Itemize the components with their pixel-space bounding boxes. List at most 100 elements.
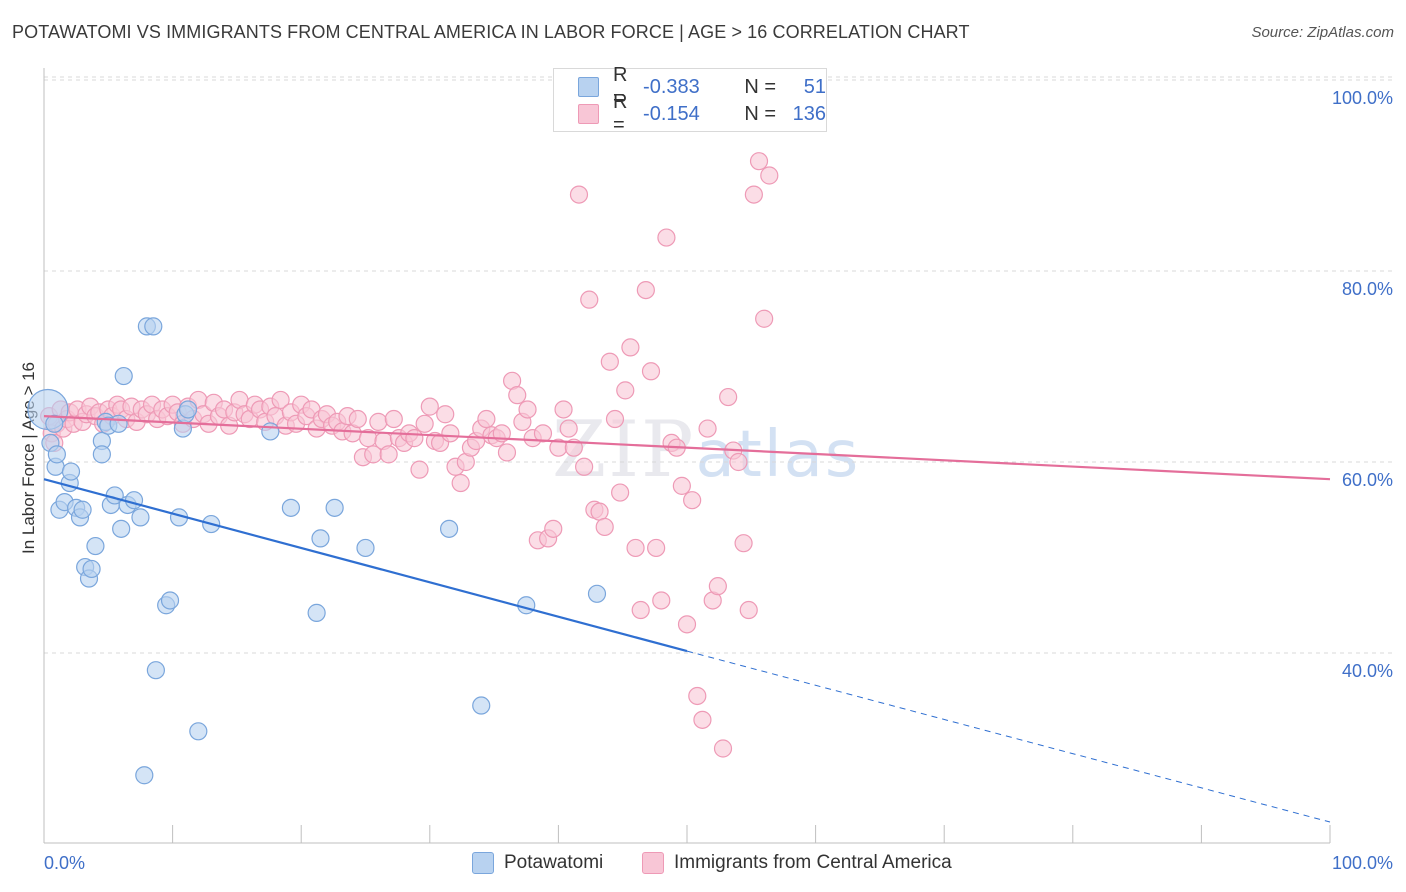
- point-potawatomi: [86, 536, 105, 556]
- point-potawatomi: [109, 414, 128, 433]
- point-central-america: [379, 445, 398, 464]
- point-central-america: [636, 281, 655, 300]
- point-central-america: [410, 460, 429, 479]
- point-central-america: [739, 600, 758, 620]
- legend-n-label: N =: [744, 75, 777, 98]
- point-central-america: [580, 290, 599, 309]
- point-potawatomi: [73, 500, 92, 519]
- point-central-america: [621, 338, 640, 357]
- point-central-america: [677, 615, 697, 634]
- x-tick-label-min: 0.0%: [44, 853, 85, 873]
- point-central-america: [616, 381, 635, 400]
- point-potawatomi: [61, 462, 81, 481]
- point-central-america: [713, 739, 733, 758]
- point-central-america: [688, 686, 707, 706]
- point-central-america: [749, 152, 769, 171]
- point-central-america: [631, 600, 650, 620]
- legend-swatch-blue: [578, 77, 599, 97]
- y-tick-label: 80.0%: [1342, 279, 1393, 299]
- chart-title: POTAWATOMI VS IMMIGRANTS FROM CENTRAL AM…: [12, 22, 970, 42]
- point-potawatomi: [439, 519, 459, 538]
- point-potawatomi: [160, 591, 180, 610]
- point-central-america: [575, 457, 594, 476]
- point-central-america: [744, 185, 763, 204]
- point-central-america: [271, 390, 290, 410]
- point-potawatomi: [472, 696, 491, 715]
- point-central-america: [451, 473, 470, 493]
- point-central-america: [533, 424, 553, 443]
- point-central-america: [384, 409, 403, 429]
- point-central-america: [652, 591, 671, 610]
- legend-r-label: R =: [612, 91, 628, 136]
- point-central-america: [569, 185, 589, 204]
- point-potawatomi: [131, 508, 150, 527]
- point-central-america: [657, 228, 676, 247]
- point-central-america: [626, 538, 645, 558]
- point-central-america: [559, 419, 578, 438]
- point-central-america: [683, 491, 702, 510]
- legend-n-value: 51: [803, 75, 826, 98]
- x-tick-label-max: 100.0%: [1332, 853, 1393, 873]
- point-potawatomi: [587, 584, 607, 603]
- point-central-america: [477, 409, 496, 429]
- legend-r-value: -0.154: [643, 102, 700, 125]
- point-potawatomi: [307, 603, 326, 622]
- point-potawatomi: [124, 491, 144, 510]
- point-central-america: [708, 577, 727, 596]
- y-tick-label: 60.0%: [1342, 470, 1393, 490]
- legend-n-label: N =: [744, 102, 777, 125]
- point-central-america: [405, 429, 424, 448]
- bottom-legend-swatch-pink: [642, 852, 664, 874]
- point-central-america: [734, 534, 753, 553]
- point-central-america: [647, 538, 666, 558]
- point-central-america: [420, 397, 439, 416]
- point-central-america: [729, 452, 748, 472]
- point-potawatomi: [114, 366, 133, 386]
- point-potawatomi: [144, 317, 163, 336]
- bottom-legend-swatch-blue: [472, 852, 494, 874]
- point-potawatomi: [189, 722, 208, 741]
- trendline-potawatomi: [43, 478, 688, 653]
- legend-r-label: R =: [612, 64, 628, 109]
- point-central-america: [348, 409, 367, 429]
- point-potawatomi: [517, 596, 536, 615]
- point-potawatomi: [45, 414, 64, 433]
- point-potawatomi: [281, 498, 301, 517]
- point-potawatomi: [178, 400, 198, 419]
- bottom-legend-central-america: Immigrants from Central America: [642, 852, 952, 874]
- bottom-legend-potawatomi: Potawatomi: [472, 852, 603, 874]
- y-tick-label: 40.0%: [1342, 661, 1393, 681]
- legend-row-central-america: R = -0.154 N = 136: [578, 91, 826, 136]
- point-central-america: [672, 476, 691, 495]
- point-central-america: [508, 386, 527, 405]
- point-central-america: [595, 517, 614, 537]
- legend-r-value: -0.383: [643, 75, 700, 98]
- point-central-america: [719, 387, 738, 407]
- point-potawatomi: [325, 498, 344, 517]
- point-central-america: [611, 483, 630, 502]
- point-central-america: [590, 502, 609, 521]
- point-potawatomi: [47, 445, 66, 464]
- point-central-america: [755, 309, 774, 328]
- point-central-america: [605, 409, 625, 429]
- y-tick-label: 100.0%: [1332, 88, 1393, 108]
- point-central-america: [497, 443, 517, 462]
- y-axis-label: In Labor Force | Age > 16: [19, 362, 38, 554]
- point-potawatomi: [261, 422, 280, 441]
- point-potawatomi: [311, 529, 330, 548]
- point-central-america: [600, 352, 619, 371]
- point-potawatomi: [135, 766, 154, 785]
- point-central-america: [436, 405, 455, 424]
- bottom-legend-label: Immigrants from Central America: [674, 852, 952, 873]
- point-potawatomi: [112, 519, 131, 538]
- point-potawatomi: [356, 538, 375, 558]
- point-potawatomi: [92, 445, 111, 464]
- point-potawatomi: [82, 559, 101, 579]
- legend-swatch-pink: [578, 104, 599, 124]
- point-central-america: [415, 414, 434, 433]
- point-central-america: [554, 400, 573, 419]
- point-central-america: [641, 362, 661, 381]
- legend-row-potawatomi: R = -0.383 N = 51: [578, 64, 826, 109]
- point-central-america: [693, 710, 712, 729]
